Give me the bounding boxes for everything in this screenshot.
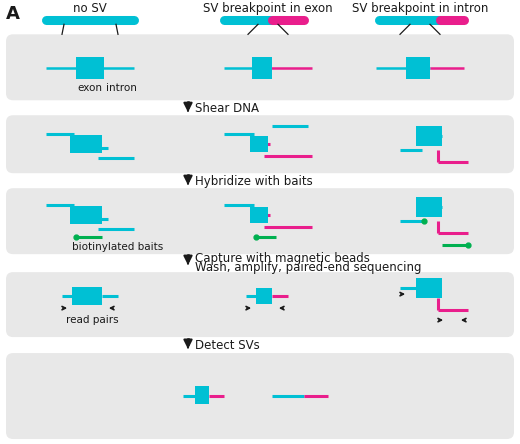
Bar (70, 135, 102, 153)
Text: SV breakpoint in intron: SV breakpoint in intron (352, 2, 488, 15)
Text: Wash, amplify, paired-end sequencing: Wash, amplify, paired-end sequencing (195, 261, 422, 274)
Bar (252, 57, 272, 79)
Bar (70, 206, 102, 224)
FancyBboxPatch shape (6, 34, 514, 100)
Bar (416, 197, 442, 217)
Bar (250, 207, 268, 223)
Text: intron: intron (106, 83, 137, 93)
Text: Capture with magnetic beads: Capture with magnetic beads (195, 252, 370, 265)
FancyBboxPatch shape (6, 353, 514, 439)
Text: read pairs: read pairs (66, 315, 119, 325)
Bar (250, 136, 268, 152)
Bar (195, 386, 209, 404)
FancyBboxPatch shape (6, 188, 514, 254)
FancyBboxPatch shape (6, 115, 514, 173)
Bar (406, 57, 430, 79)
Text: A: A (6, 5, 20, 24)
Bar (76, 57, 104, 79)
Text: Detect SVs: Detect SVs (195, 339, 260, 352)
Text: biotinylated baits: biotinylated baits (72, 242, 163, 252)
Bar (416, 126, 442, 146)
Text: Shear DNA: Shear DNA (195, 102, 259, 115)
Text: exon: exon (77, 83, 102, 93)
Text: Hybridize with baits: Hybridize with baits (195, 174, 313, 188)
Bar (256, 288, 272, 304)
Bar (72, 287, 102, 305)
Bar (416, 278, 442, 298)
Text: SV breakpoint in exon: SV breakpoint in exon (203, 2, 333, 15)
Text: no SV: no SV (73, 2, 107, 15)
FancyBboxPatch shape (6, 272, 514, 337)
